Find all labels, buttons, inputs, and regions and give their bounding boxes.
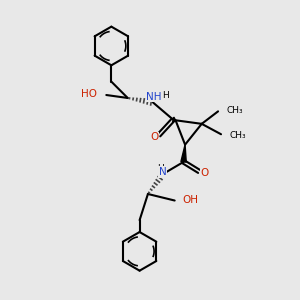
Polygon shape (181, 145, 186, 162)
Text: H: H (157, 164, 164, 173)
Text: N: N (159, 167, 167, 177)
Text: CH₃: CH₃ (226, 106, 243, 115)
Polygon shape (172, 117, 176, 122)
Text: O: O (150, 132, 159, 142)
Text: NH: NH (146, 92, 162, 101)
Text: HO: HO (81, 89, 98, 99)
Text: CH₃: CH₃ (230, 130, 246, 140)
Text: OH: OH (182, 195, 198, 205)
Text: O: O (200, 168, 208, 178)
Text: H: H (162, 91, 169, 100)
